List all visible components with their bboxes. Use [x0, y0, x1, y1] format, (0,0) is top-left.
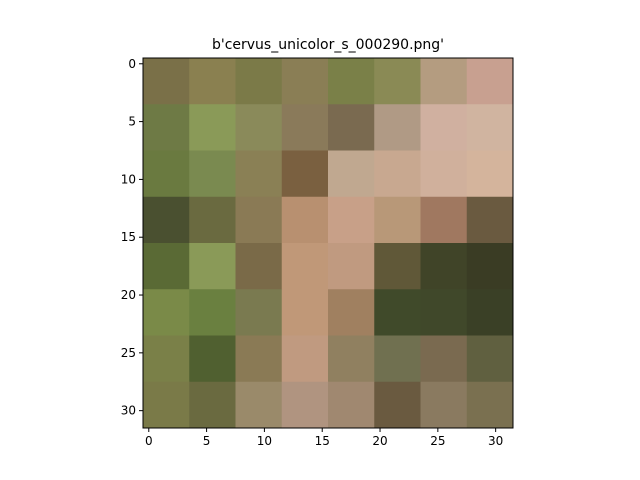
pixel: [420, 289, 468, 336]
pixel: [374, 196, 421, 244]
y-tick-label: 20: [121, 288, 136, 302]
axes-frame: [142, 57, 514, 429]
pixel: [281, 58, 329, 105]
y-tick-label: 15: [121, 230, 136, 244]
pixel: [328, 243, 375, 290]
y-tick-label: 5: [128, 115, 136, 129]
pixel: [281, 289, 329, 336]
y-tick-label: 10: [121, 172, 136, 186]
pixel: [235, 196, 283, 244]
pixel: [420, 196, 468, 244]
y-tick-label: 30: [121, 404, 136, 418]
pixel: [235, 58, 283, 105]
pixel: [328, 104, 375, 151]
pixel: [189, 58, 236, 105]
pixel: [420, 104, 468, 151]
pixel: [328, 289, 375, 336]
x-tick-label: 15: [315, 434, 330, 448]
pixel: [235, 289, 283, 336]
pixel: [328, 150, 375, 198]
pixel: [189, 335, 236, 383]
x-tick-label: 25: [430, 434, 445, 448]
pixel: [374, 104, 421, 151]
y-tick-label: 25: [121, 346, 136, 360]
x-tick-label: 10: [257, 434, 272, 448]
pixel: [328, 196, 375, 244]
pixel: [466, 243, 514, 290]
pixel: [281, 150, 329, 198]
x-tick-label: 20: [372, 434, 387, 448]
pixel: [328, 58, 375, 105]
pixel: [189, 196, 236, 244]
y-tick-label: 0: [128, 57, 136, 71]
pixel: [143, 150, 190, 198]
pixel: [281, 243, 329, 290]
pixel: [420, 335, 468, 383]
pixel: [143, 335, 190, 383]
pixel: [189, 104, 236, 151]
pixel: [235, 104, 283, 151]
pixel: [374, 381, 421, 429]
pixel: [143, 381, 190, 429]
pixel: [374, 335, 421, 383]
pixel: [235, 243, 283, 290]
pixel: [466, 289, 514, 336]
pixel: [466, 58, 514, 105]
pixel: [281, 381, 329, 429]
pixel: [420, 150, 468, 198]
pixel: [420, 58, 468, 105]
pixel: [281, 104, 329, 151]
x-tick-label: 30: [488, 434, 503, 448]
pixel: [374, 58, 421, 105]
pixel: [143, 196, 190, 244]
pixel: [281, 196, 329, 244]
pixel: [466, 196, 514, 244]
pixel: [420, 381, 468, 429]
pixel: [189, 150, 236, 198]
pixel: [328, 335, 375, 383]
pixel: [420, 243, 468, 290]
pixel: [143, 289, 190, 336]
pixel: [235, 150, 283, 198]
pixel: [328, 381, 375, 429]
pixel: [466, 381, 514, 429]
pixel: [374, 243, 421, 290]
pixel: [189, 243, 236, 290]
pixel: [143, 58, 190, 105]
pixel: [281, 335, 329, 383]
x-tick-label: 5: [203, 434, 211, 448]
pixel: [189, 289, 236, 336]
pixel: [374, 150, 421, 198]
pixel: [466, 104, 514, 151]
pixel: [235, 381, 283, 429]
pixel: [374, 289, 421, 336]
chart-title: b'cervus_unicolor_s_000290.png': [212, 37, 444, 53]
pixel: [143, 104, 190, 151]
pixel: [466, 335, 514, 383]
pixel: [143, 243, 190, 290]
x-tick-label: 0: [145, 434, 153, 448]
pixel: [189, 381, 236, 429]
pixel: [235, 335, 283, 383]
pixel: [466, 150, 514, 198]
